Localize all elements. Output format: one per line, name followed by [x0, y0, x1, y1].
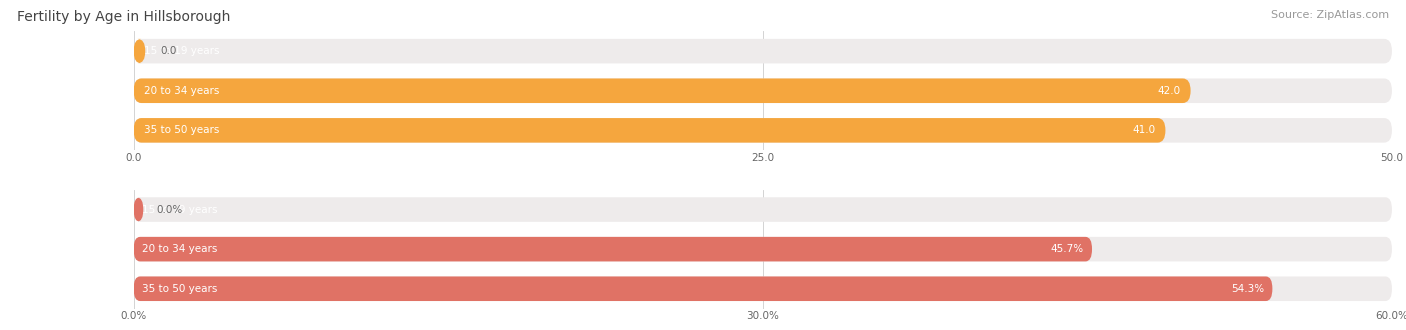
Text: 41.0: 41.0 [1132, 125, 1156, 135]
FancyBboxPatch shape [134, 237, 1092, 261]
Text: 15 to 19 years: 15 to 19 years [143, 46, 219, 56]
FancyBboxPatch shape [134, 118, 1392, 143]
FancyBboxPatch shape [134, 118, 1166, 143]
FancyBboxPatch shape [134, 39, 1392, 63]
Text: 15 to 19 years: 15 to 19 years [142, 205, 218, 214]
FancyBboxPatch shape [134, 79, 1392, 103]
Text: 35 to 50 years: 35 to 50 years [143, 125, 219, 135]
Text: Fertility by Age in Hillsborough: Fertility by Age in Hillsborough [17, 10, 231, 24]
FancyBboxPatch shape [134, 197, 143, 222]
FancyBboxPatch shape [134, 79, 1191, 103]
Text: 45.7%: 45.7% [1050, 244, 1084, 254]
FancyBboxPatch shape [134, 197, 1392, 222]
FancyBboxPatch shape [134, 277, 1272, 301]
Text: 42.0: 42.0 [1157, 86, 1181, 96]
FancyBboxPatch shape [134, 39, 145, 63]
Text: 20 to 34 years: 20 to 34 years [143, 86, 219, 96]
Text: 54.3%: 54.3% [1230, 284, 1264, 294]
Text: 20 to 34 years: 20 to 34 years [142, 244, 218, 254]
Text: 0.0: 0.0 [160, 46, 177, 56]
FancyBboxPatch shape [134, 237, 1392, 261]
FancyBboxPatch shape [134, 277, 1392, 301]
Text: 35 to 50 years: 35 to 50 years [142, 284, 218, 294]
Text: 0.0%: 0.0% [156, 205, 183, 214]
Text: Source: ZipAtlas.com: Source: ZipAtlas.com [1271, 10, 1389, 20]
